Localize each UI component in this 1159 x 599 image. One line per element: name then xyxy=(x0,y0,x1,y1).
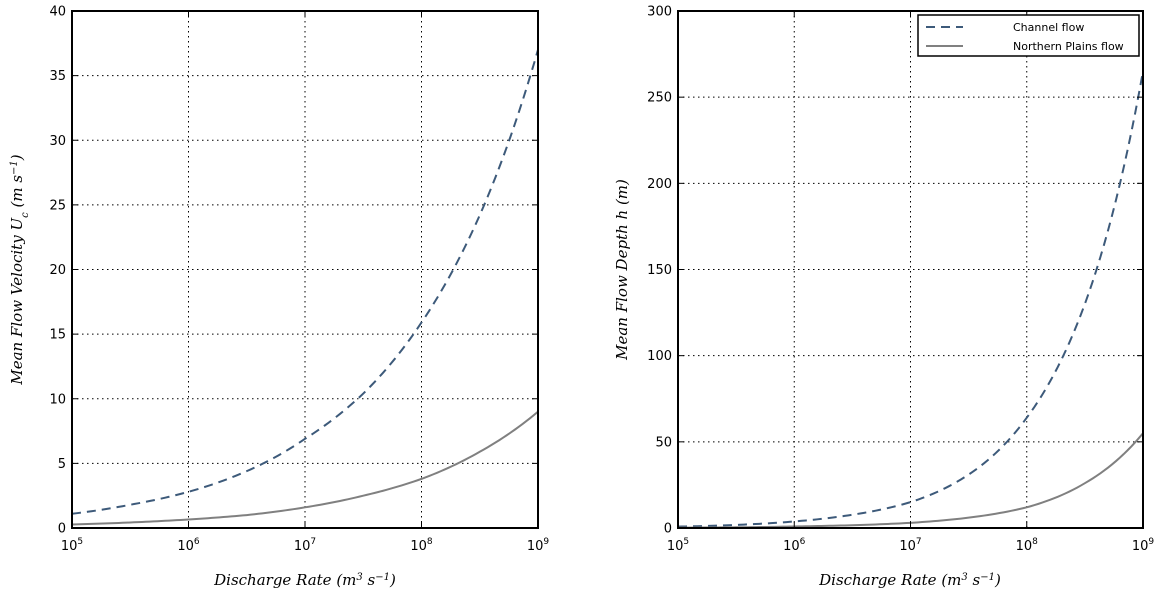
x-axis-title: Discharge Rate (m3 s−1) xyxy=(213,571,396,589)
channel-flow-line xyxy=(677,71,1144,528)
y-tick-label: 15 xyxy=(49,328,66,343)
legend-box xyxy=(917,14,1140,57)
x-tick-label: 107 xyxy=(294,537,316,554)
x-axis-title: Discharge Rate (m3 s−1) xyxy=(818,571,1001,589)
y-tick-label: 200 xyxy=(647,177,672,192)
y-tick-label: 250 xyxy=(647,91,672,106)
y-tick-label: 20 xyxy=(49,263,66,278)
northern-plains-flow-line xyxy=(71,410,539,526)
x-tick-label: 108 xyxy=(410,537,433,554)
y-tick-label: 300 xyxy=(647,5,672,20)
y-tick-label: 100 xyxy=(647,349,672,364)
y-axis-title: Mean Flow Depth h (m) xyxy=(613,179,631,361)
y-tick-label: 0 xyxy=(58,522,66,537)
y-tick-label: 25 xyxy=(49,198,66,213)
velocity-chart: 105 106 107 108 109 0 5 10 15 20 25 30 35 40 Discharge… xyxy=(8,5,549,590)
x-tick-label: 108 xyxy=(1016,537,1039,554)
x-tick-label: 105 xyxy=(61,537,83,554)
depth-chart: 105 106 107 108 109 0 50 100 150 200 250 300 Dischar… xyxy=(613,5,1154,590)
legend-label: Channel flow xyxy=(1013,21,1084,34)
legend: Channel flow Northern Plains flow xyxy=(917,14,1140,57)
x-tick-label: 105 xyxy=(667,537,689,554)
y-tick-label: 40 xyxy=(49,5,66,20)
channel-flow-line xyxy=(71,49,539,515)
y-tick-label: 150 xyxy=(647,263,672,278)
y-tick-label: 50 xyxy=(655,435,672,450)
x-tick-label: 106 xyxy=(177,537,200,554)
y-tick-label: 30 xyxy=(49,134,66,149)
x-tick-label: 109 xyxy=(527,537,550,554)
x-tick-label: 107 xyxy=(899,537,921,554)
x-tick-label: 109 xyxy=(1132,537,1155,554)
y-tick-label: 0 xyxy=(664,522,672,537)
y-axis-title: Mean Flow Velocity Uc (m s−1) xyxy=(8,154,31,385)
legend-label: Northern Plains flow xyxy=(1013,40,1124,53)
y-tick-label: 10 xyxy=(49,392,66,407)
y-tick-label: 5 xyxy=(58,457,66,472)
x-tick-label: 106 xyxy=(783,537,806,554)
y-tick-label: 35 xyxy=(49,69,66,84)
